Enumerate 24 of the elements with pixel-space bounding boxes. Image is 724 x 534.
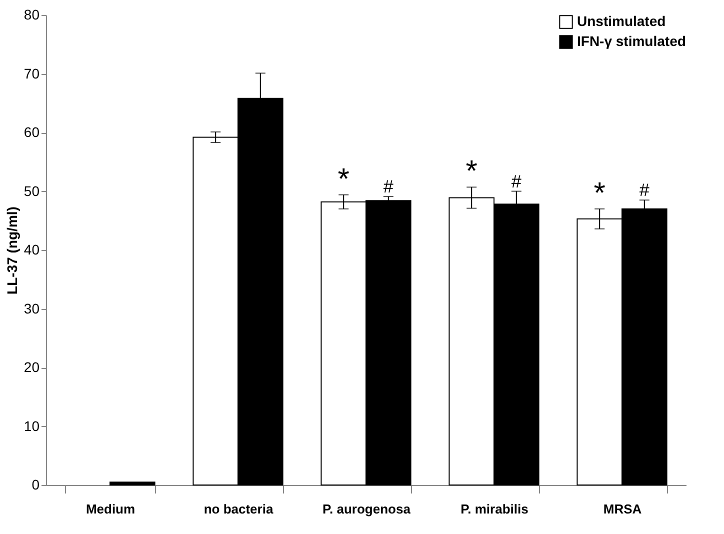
legend-label: Unstimulated [577,13,666,29]
bar [110,482,156,486]
annotation: * [466,155,478,188]
y-axis-title: LL-37 (ng/ml) [4,206,20,294]
y-tick-label: 40 [24,242,40,258]
x-tick-label: MRSA [603,502,642,516]
y-tick-label: 0 [32,476,40,492]
annotation: # [383,176,394,197]
annotation: # [511,171,522,192]
x-tick-label: no bacteria [204,502,274,516]
y-tick-label: 60 [24,124,40,140]
x-tick-label: Medium [86,502,136,516]
y-tick-label: 10 [24,418,40,434]
y-tick-label: 30 [24,300,40,316]
annotation: # [639,180,650,200]
x-tick-label: P. aurogenosa [322,502,412,516]
annotation: * [338,162,350,196]
annotation: * [594,176,606,210]
y-tick-label: 50 [24,182,40,199]
y-tick-label: 20 [24,359,40,375]
legend-label: IFN-γ stimulated [577,33,686,49]
y-tick-label: 80 [24,6,40,22]
x-tick-label: P. mirabilis [460,502,528,516]
y-tick-label: 70 [24,65,40,82]
